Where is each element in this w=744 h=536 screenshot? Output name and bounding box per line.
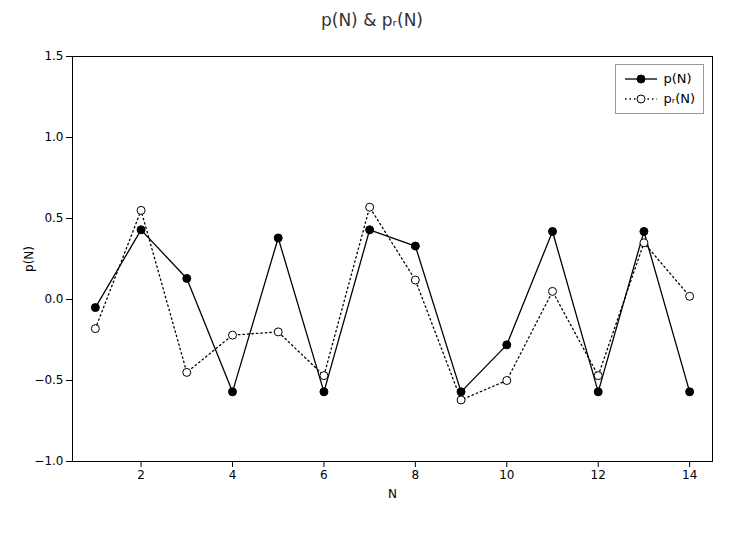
html-text:pᵣ(N): pᵣ(N) [663, 91, 695, 106]
svg-text:−0.5: −0.5 [34, 373, 63, 387]
svg-text:10: 10 [499, 468, 514, 482]
svg-text:2: 2 [137, 468, 145, 482]
svg-text:8: 8 [412, 468, 420, 482]
svg-text:−1.0: −1.0 [34, 454, 63, 468]
svg-text:p(N): p(N) [22, 246, 36, 272]
svg-text:12: 12 [591, 468, 606, 482]
svg-text:6: 6 [320, 468, 328, 482]
svg-text:1.5: 1.5 [44, 49, 63, 63]
svg-text:4: 4 [229, 468, 237, 482]
svg-text:N: N [388, 487, 397, 501]
html-text:p(N): p(N) [663, 71, 692, 86]
svg-text:1.0: 1.0 [44, 130, 63, 144]
svg-text:0.0: 0.0 [44, 292, 63, 306]
svg-text:0.5: 0.5 [44, 211, 63, 225]
svg-text:14: 14 [682, 468, 697, 482]
html-text:p(N) & pᵣ(N): p(N) & pᵣ(N) [321, 10, 423, 30]
